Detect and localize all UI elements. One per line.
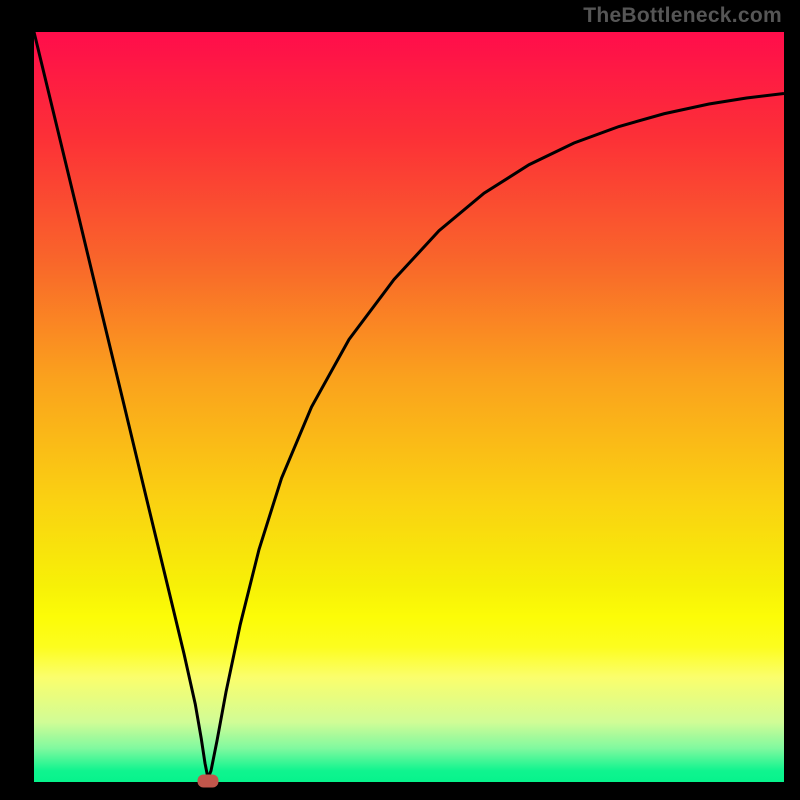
watermark-text: TheBottleneck.com <box>583 4 782 28</box>
plot-area <box>34 32 784 782</box>
chart-canvas: TheBottleneck.com <box>0 0 800 800</box>
sweet-spot-marker <box>198 774 219 787</box>
bottleneck-curve <box>34 32 784 782</box>
